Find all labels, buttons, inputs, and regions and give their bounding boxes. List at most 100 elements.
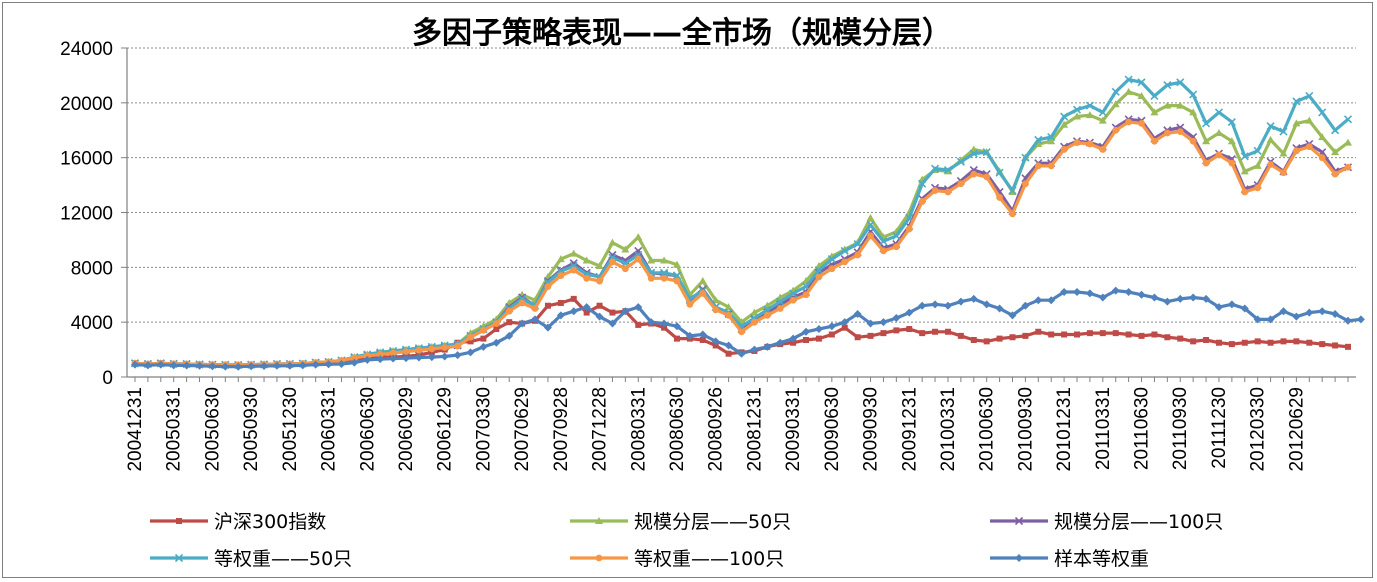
data-point — [905, 308, 914, 317]
data-point — [621, 307, 630, 316]
data-point — [930, 164, 940, 173]
x-tick-label: 20070928 — [551, 387, 572, 472]
y-axis-ticks: 0 4000 8000 12000 16000 20000 24000 — [60, 39, 127, 389]
data-point — [247, 362, 256, 371]
data-point — [1318, 307, 1327, 316]
legend-item: 样本等权重 — [990, 548, 1149, 570]
x-tick-label: 20071228 — [590, 387, 611, 472]
data-point — [466, 348, 475, 357]
data-point — [298, 361, 307, 370]
data-point — [802, 291, 810, 299]
data-point — [1319, 341, 1326, 348]
data-point — [763, 342, 772, 351]
data-point — [453, 351, 462, 360]
data-point — [389, 349, 397, 357]
data-point — [1202, 137, 1211, 145]
data-point — [647, 274, 655, 282]
data-point — [892, 314, 901, 323]
data-point — [1227, 117, 1236, 127]
data-point — [1343, 115, 1353, 124]
data-point — [751, 318, 758, 326]
data-point — [609, 309, 616, 316]
data-point — [1189, 90, 1198, 99]
x-tick-label: 20090331 — [783, 387, 804, 472]
data-point — [195, 361, 204, 370]
data-point — [1151, 137, 1158, 145]
data-point — [492, 320, 500, 327]
legend-swatch-marker — [174, 553, 184, 563]
legend-label: 等权重——100只 — [634, 548, 784, 570]
data-point — [1345, 343, 1351, 350]
data-point — [389, 354, 398, 363]
data-point — [337, 359, 346, 368]
data-point — [596, 302, 603, 309]
data-point — [892, 231, 901, 240]
data-point — [1228, 341, 1235, 348]
data-point — [1073, 112, 1082, 120]
y-tick-label: 0 — [102, 368, 113, 389]
x-tick-label: 20110331 — [1093, 387, 1114, 470]
data-point — [1240, 304, 1249, 313]
data-point — [569, 307, 578, 316]
data-point — [970, 170, 978, 178]
data-point — [1253, 146, 1262, 155]
data-point — [1279, 307, 1288, 316]
data-point — [1253, 315, 1262, 324]
data-point — [350, 354, 358, 362]
data-point — [957, 332, 964, 339]
legend-swatch-marker — [1014, 516, 1024, 526]
legend-item: 沪深300指数 — [150, 511, 326, 533]
data-point — [841, 324, 848, 331]
series-5 — [131, 286, 1365, 371]
x-tick-label: 20081231 — [744, 387, 765, 472]
y-tick-label: 24000 — [60, 39, 113, 60]
legend-label: 样本等权重 — [1054, 548, 1149, 570]
data-point — [647, 256, 656, 264]
data-point — [853, 239, 862, 249]
data-point — [803, 336, 810, 343]
data-point — [750, 345, 759, 354]
data-point — [556, 255, 565, 263]
data-point — [480, 335, 487, 342]
data-point — [789, 289, 798, 298]
data-point — [1034, 296, 1043, 305]
data-point — [763, 311, 771, 319]
data-point — [363, 352, 371, 360]
data-point — [1306, 339, 1313, 346]
y-tick-label: 12000 — [60, 204, 113, 225]
data-point — [143, 361, 152, 370]
data-point — [467, 333, 474, 341]
data-point — [931, 300, 940, 309]
x-tick-label: 20080331 — [628, 387, 649, 472]
data-point — [1009, 334, 1016, 341]
data-point — [1047, 137, 1056, 145]
data-point — [595, 312, 604, 321]
data-point — [556, 311, 565, 320]
data-point — [996, 194, 1003, 201]
data-point — [931, 187, 939, 194]
data-point — [182, 361, 191, 370]
data-point — [1163, 101, 1172, 109]
x-tick-label: 20100930 — [1015, 387, 1036, 472]
data-point — [557, 272, 565, 279]
data-point — [724, 303, 733, 311]
data-point — [518, 319, 527, 328]
data-point — [982, 300, 991, 309]
x-tick-label: 20120330 — [1248, 387, 1269, 472]
data-point — [1124, 75, 1133, 84]
data-point — [1074, 331, 1081, 338]
data-point — [131, 360, 139, 369]
data-point — [1227, 137, 1236, 145]
data-point — [970, 336, 977, 343]
data-point — [1292, 119, 1301, 127]
x-tick-label: 20100630 — [977, 387, 998, 472]
data-point — [544, 283, 552, 290]
data-point — [1125, 118, 1133, 126]
data-point — [790, 339, 797, 346]
data-point — [169, 361, 178, 370]
data-point — [427, 353, 436, 362]
data-point — [919, 330, 926, 337]
data-point — [724, 341, 733, 350]
